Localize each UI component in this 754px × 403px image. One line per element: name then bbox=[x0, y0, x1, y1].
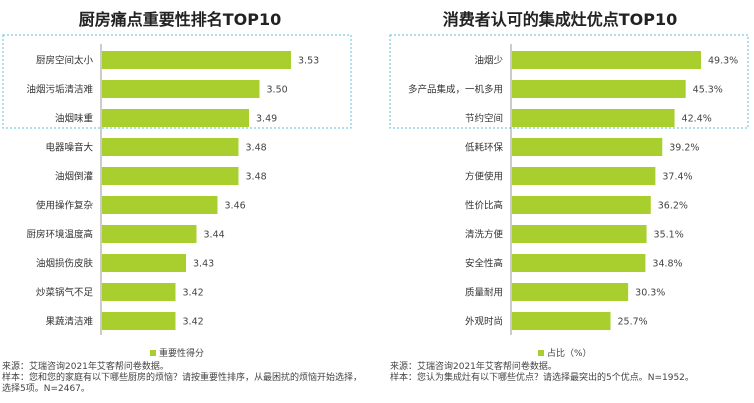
bar bbox=[512, 196, 651, 214]
bar bbox=[102, 138, 239, 156]
category-label: 电器噪音大 bbox=[45, 142, 93, 154]
bar bbox=[102, 109, 249, 127]
data-label: 3.48 bbox=[246, 143, 267, 154]
category-label: 油烟少 bbox=[474, 55, 503, 67]
data-label: 3.53 bbox=[298, 56, 319, 67]
category-label: 厨房环境温度高 bbox=[26, 229, 93, 241]
category-label: 油烟味重 bbox=[55, 113, 94, 125]
data-label: 42.4% bbox=[682, 114, 712, 125]
bar bbox=[102, 312, 176, 330]
category-label: 油烟污垢清洁难 bbox=[26, 84, 93, 96]
category-label: 使用操作复杂 bbox=[36, 200, 94, 212]
bar bbox=[102, 254, 186, 272]
category-label: 清洗方便 bbox=[465, 229, 504, 241]
bar bbox=[102, 283, 176, 301]
data-label: 3.43 bbox=[193, 259, 214, 270]
data-label: 37.4% bbox=[662, 172, 692, 183]
chart-right: 油烟少 49.3% 多产品集成，一机多用 45.3% 节约空间 42.4% 低耗环保 39.2… bbox=[389, 34, 749, 335]
legend-label: 占比（%） bbox=[547, 349, 592, 359]
bar bbox=[512, 138, 663, 156]
footnote-left: 来源：艾瑞咨询2021年艾客帮问卷数据。 样本：您和您的家庭有以下哪些厨房的烦恼… bbox=[2, 362, 362, 395]
legend-right: 占比（%） bbox=[538, 346, 592, 359]
bar bbox=[512, 80, 686, 98]
category-label: 方便使用 bbox=[465, 171, 503, 183]
sample-note: 样本：您和您的家庭有以下哪些厨房的烦恼？请按重要性排序，从最困扰的烦恼开始选择，… bbox=[2, 373, 363, 394]
legend-swatch bbox=[150, 350, 156, 356]
footnote-right: 来源：艾瑞咨询2021年艾客帮问卷数据。 样本：您认为集成灶有以下哪些优点？请选… bbox=[390, 362, 750, 384]
category-label: 油烟倒灌 bbox=[55, 171, 94, 183]
bar bbox=[102, 80, 260, 98]
highlight-box bbox=[2, 34, 352, 129]
data-label: 3.46 bbox=[225, 201, 246, 212]
source-note: 来源：艾瑞咨询2021年艾客帮问卷数据。 bbox=[2, 362, 169, 372]
category-label: 油烟损伤皮肤 bbox=[36, 258, 94, 270]
bar bbox=[512, 283, 629, 301]
chart-title-right: 消费者认可的集成灶优点TOP10 bbox=[442, 10, 678, 29]
bar bbox=[512, 225, 647, 243]
data-label: 39.2% bbox=[669, 143, 699, 154]
data-label: 3.49 bbox=[256, 114, 277, 125]
legend-left: 重要性得分 bbox=[150, 346, 204, 359]
data-label: 25.7% bbox=[618, 317, 648, 328]
bar bbox=[512, 312, 611, 330]
category-label: 果蔬清洁难 bbox=[45, 316, 93, 328]
data-label: 3.44 bbox=[204, 230, 225, 241]
data-label: 34.8% bbox=[652, 259, 682, 270]
bar bbox=[512, 167, 656, 185]
data-label: 30.3% bbox=[635, 288, 665, 299]
category-label: 低耗环保 bbox=[465, 142, 504, 154]
bar bbox=[512, 254, 646, 272]
data-label: 45.3% bbox=[693, 85, 723, 96]
bar bbox=[102, 225, 197, 243]
legend-label: 重要性得分 bbox=[159, 349, 205, 359]
data-label: 49.3% bbox=[708, 56, 738, 67]
category-label: 质量耐用 bbox=[465, 287, 503, 299]
highlight-box bbox=[389, 34, 749, 129]
category-label: 安全性高 bbox=[465, 258, 503, 270]
category-label: 炒菜锅气不足 bbox=[36, 287, 94, 299]
bar bbox=[102, 196, 218, 214]
data-label: 3.50 bbox=[267, 85, 288, 96]
chart-title-left: 厨房痛点重要性排名TOP10 bbox=[78, 10, 282, 29]
bar bbox=[102, 167, 239, 185]
category-label: 节约空间 bbox=[465, 113, 503, 125]
bar bbox=[512, 109, 675, 127]
data-label: 3.42 bbox=[183, 288, 204, 299]
bar bbox=[102, 51, 291, 69]
category-label: 多产品集成，一机多用 bbox=[408, 84, 503, 96]
category-label: 厨房空间太小 bbox=[36, 55, 94, 67]
data-label: 3.42 bbox=[183, 317, 204, 328]
source-note: 来源：艾瑞咨询2021年艾客帮问卷数据。 bbox=[390, 362, 557, 372]
legend-swatch bbox=[538, 350, 544, 356]
category-label: 性价比高 bbox=[465, 200, 503, 212]
chart-left: 厨房空间太小 3.53 油烟污垢清洁难 3.50 油烟味重 3.49 电器噪音大 3.48 油烟… bbox=[2, 34, 352, 335]
bar bbox=[512, 51, 701, 69]
data-label: 3.48 bbox=[246, 172, 267, 183]
data-label: 35.1% bbox=[654, 230, 684, 241]
sample-note: 样本：您认为集成灶有以下哪些优点？请选择最突出的5个优点。N=1952。 bbox=[390, 373, 694, 383]
data-label: 36.2% bbox=[658, 201, 688, 212]
category-label: 外观时尚 bbox=[465, 316, 503, 328]
